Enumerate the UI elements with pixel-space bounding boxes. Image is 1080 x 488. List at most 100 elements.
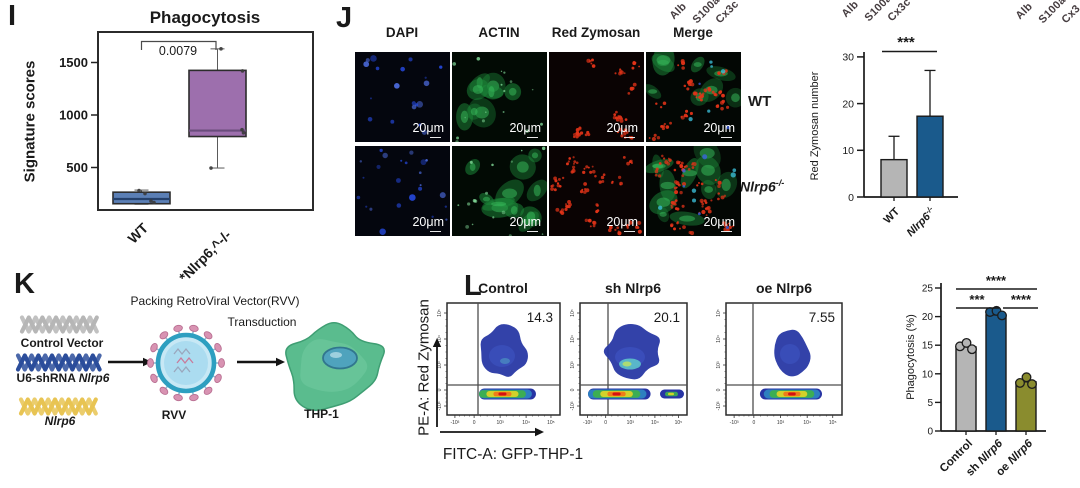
data-point bbox=[997, 310, 1007, 321]
box bbox=[188, 69, 247, 138]
nucleus-dot bbox=[720, 69, 726, 74]
cell-core bbox=[656, 55, 671, 65]
zymosan-particle bbox=[675, 160, 680, 165]
x-tick-label: 10⁵ bbox=[675, 420, 683, 426]
virus-spike bbox=[150, 373, 158, 384]
nucleus-dot bbox=[409, 194, 416, 201]
nucleus-dot bbox=[732, 168, 737, 173]
zymosan-particle bbox=[685, 164, 688, 168]
zymosan-particle bbox=[614, 72, 617, 75]
cell-core bbox=[679, 215, 696, 222]
zymosan-particle bbox=[587, 132, 591, 137]
micrograph-merge-nlrp6: 20μm bbox=[646, 146, 741, 236]
zymosan-particle bbox=[618, 69, 623, 74]
zymosan-particle bbox=[653, 133, 657, 137]
nucleus-dot bbox=[725, 225, 730, 230]
nucleus-dot bbox=[682, 184, 686, 188]
zymosan-particle bbox=[561, 176, 565, 180]
nucleus-dot bbox=[379, 228, 386, 235]
virus-spike bbox=[173, 394, 183, 402]
zymosan-particle bbox=[627, 91, 631, 95]
data-point bbox=[143, 191, 147, 196]
phagocytosis-bar-ylabel: Phagocytosis (%) bbox=[905, 314, 917, 400]
zymosan-particle bbox=[590, 62, 593, 65]
significance-stars: **** bbox=[1011, 292, 1032, 307]
y-tick-label: 0 bbox=[927, 427, 933, 438]
x-tick-label: 10⁴ bbox=[651, 420, 659, 426]
data-point bbox=[209, 166, 213, 170]
zymosan-particle bbox=[601, 179, 605, 183]
nucleus-dot bbox=[682, 168, 686, 173]
virus-spike bbox=[218, 358, 225, 368]
zymosan-particle bbox=[679, 227, 681, 230]
zymosan-particle bbox=[625, 131, 629, 134]
nucleus-dot bbox=[404, 161, 408, 165]
scale-label: 20μm bbox=[509, 121, 541, 135]
zymosan-particle bbox=[679, 190, 683, 195]
speckle bbox=[452, 62, 457, 66]
y-tick-label: 1000 bbox=[59, 108, 88, 123]
zymosan-particle bbox=[677, 183, 681, 187]
nucleus-dot bbox=[726, 125, 731, 130]
scale-label: 20μm bbox=[412, 215, 444, 229]
zymosan-particle bbox=[586, 58, 591, 63]
x-tick-label: 10⁵ bbox=[829, 420, 837, 426]
micrograph-image bbox=[549, 146, 644, 236]
zymosan-particle bbox=[711, 90, 715, 94]
data-point bbox=[1021, 372, 1032, 383]
cell-core bbox=[531, 152, 539, 159]
scale-bar bbox=[430, 136, 441, 138]
zymosan-particle bbox=[691, 166, 695, 169]
zymosan-particle bbox=[676, 220, 679, 223]
speckle bbox=[469, 160, 473, 164]
gene-name: Nlrp6 bbox=[740, 178, 776, 195]
data-point bbox=[240, 69, 245, 73]
cell-core bbox=[482, 196, 491, 202]
zymosan-particle bbox=[673, 168, 677, 172]
scale-label: 20μm bbox=[606, 215, 638, 229]
zymosan-particle bbox=[718, 90, 722, 95]
virus-rna bbox=[173, 347, 191, 356]
vector-label-shrna: U6-shRNA Nlrp6 bbox=[0, 371, 128, 385]
nucleus-dot bbox=[688, 117, 693, 122]
x-tick-label: 0 bbox=[752, 420, 755, 426]
speckle bbox=[531, 88, 534, 91]
zymosan-particle bbox=[720, 195, 725, 200]
zymosan-particle bbox=[658, 162, 662, 165]
zymosan-particle bbox=[705, 214, 708, 217]
category-label-part: *Nlrp6,^-/- bbox=[176, 227, 235, 286]
micrograph-actin-wt: 20μm bbox=[452, 52, 547, 142]
virus-spike bbox=[189, 324, 199, 332]
zymosan-particle bbox=[620, 134, 624, 138]
speckle bbox=[502, 110, 505, 113]
cell-core bbox=[491, 201, 507, 207]
cell-core bbox=[652, 163, 664, 169]
y-tick-label: 25 bbox=[922, 284, 934, 295]
zymosan-particle bbox=[665, 125, 670, 129]
zymosan-particle bbox=[550, 187, 555, 191]
y-tick-label: 0 bbox=[716, 388, 722, 391]
nucleus-dot bbox=[375, 66, 380, 71]
cell-core bbox=[693, 62, 702, 68]
scale-label: 20μm bbox=[509, 215, 541, 229]
zymosan-particle bbox=[607, 228, 612, 233]
panel-letter-K: K bbox=[14, 268, 35, 300]
nucleus-dot bbox=[420, 159, 427, 166]
x-tick-label: -10³ bbox=[730, 420, 739, 426]
data-point bbox=[961, 337, 972, 348]
category-label: Nlrp6-/- bbox=[903, 204, 938, 239]
flow-title-shnlrp6: sh Nlrp6 bbox=[604, 280, 661, 296]
y-tick-label: 5 bbox=[927, 398, 933, 409]
nucleus-dot bbox=[382, 152, 388, 159]
data-point bbox=[1027, 379, 1037, 390]
panel-letter-I: I bbox=[8, 0, 17, 32]
zymosan-particle bbox=[617, 175, 622, 180]
zymosan-particle bbox=[704, 90, 707, 93]
speckle bbox=[520, 149, 523, 152]
zymosan-particle bbox=[661, 126, 666, 131]
nucleus-dot bbox=[379, 148, 383, 153]
zymosan-particle bbox=[709, 89, 712, 92]
row-label-nlrp6: Nlrp6-/- bbox=[740, 178, 784, 195]
micrograph-image bbox=[646, 146, 741, 236]
cell-core bbox=[721, 178, 731, 192]
